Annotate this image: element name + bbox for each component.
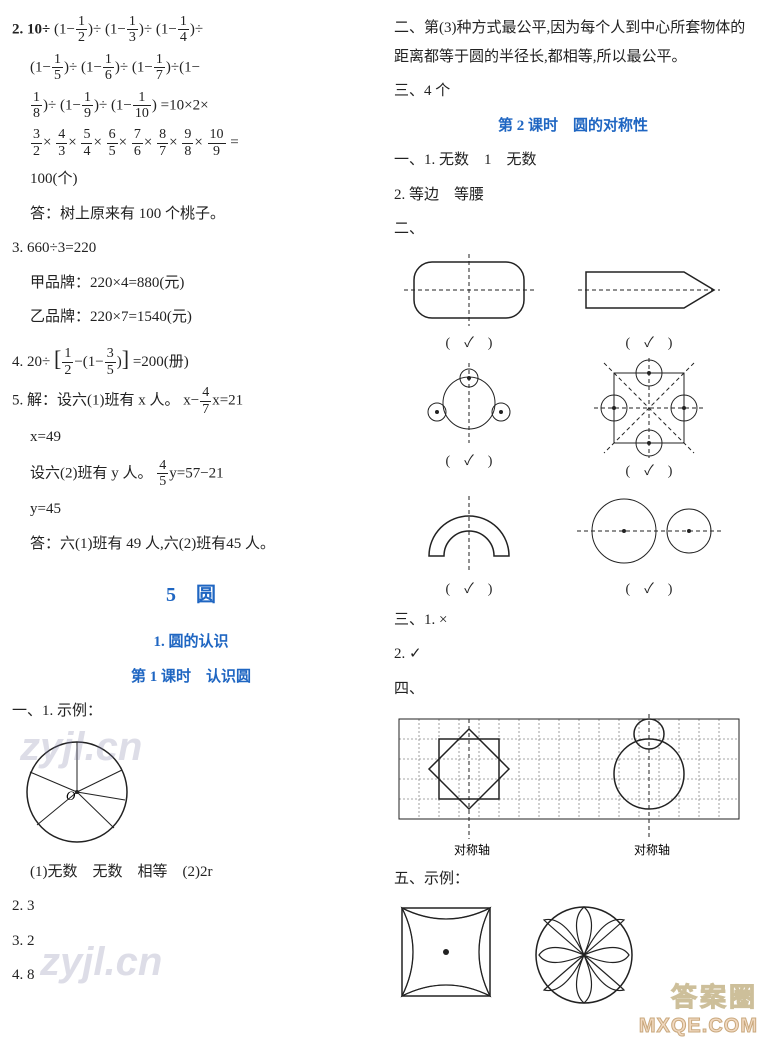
three-circles-figure: ( ✓ ) [394, 358, 544, 480]
s1-4: 4. 8 [12, 961, 370, 990]
axis-label-2: 对称轴 [634, 842, 670, 857]
sec1-title: 1. 圆的认识 [12, 628, 370, 657]
two-circles-figure: ( ✓ ) [574, 486, 724, 598]
right-column: 二、第(3)种方式最公平,因为每个人到中心所套物体的距离都等于圆的半径长,都相等… [382, 0, 764, 1044]
circle-radii-figure: O [12, 732, 370, 852]
q2-line1: 2. 10÷ (1−12)÷ (1−13)÷ (1−14)÷ [12, 14, 370, 46]
watermark-mxqe: MXQE.COM [639, 1015, 758, 1038]
svg-text:O: O [66, 788, 76, 803]
r-san1: 三、1. × [394, 606, 752, 635]
q2-line4: 32× 43× 54× 65× 76× 87× 98× 109 = [12, 127, 370, 159]
r-si: 四、 [394, 675, 752, 704]
r-er-label: 二、 [394, 215, 752, 244]
r2: 2. 等边 等腰 [394, 181, 752, 210]
q3-b: 乙品牌：220×7=1540(元) [12, 303, 370, 332]
arch-figure: ( ✓ ) [394, 486, 544, 598]
grid-figure: 对称轴 对称轴 [394, 709, 752, 859]
four-circles-figure: ( ✓ ) [574, 358, 724, 480]
unit-title: 5 圆 [12, 576, 370, 614]
square-petal-figure [394, 900, 499, 1010]
q5-answer: 答：六(1)班有 49 人,六(2)班有45 人。 [12, 530, 370, 559]
arrow-figure: ( ✓ ) [574, 250, 724, 352]
watermark-answer: 答案圈 [671, 977, 758, 1014]
q2-line3: 18)÷ (1−19)÷ (1−110) =10×2× [12, 90, 370, 122]
q3-line1: 3. 660÷3=220 [12, 234, 370, 263]
r-san: 三、4 个 [394, 77, 752, 106]
left-column: 2. 10÷ (1−12)÷ (1−13)÷ (1−14)÷ (1−15)÷ (… [0, 0, 382, 1044]
rounded-rect-figure: ( ✓ ) [394, 250, 544, 352]
q5-line2: 设六(2)班有 y 人。 45y=57−21 [12, 458, 370, 490]
flower-figure [529, 900, 639, 1010]
s1-1: 一、1. 示例： [12, 697, 370, 726]
symmetry-row-1: ( ✓ ) ( ✓ ) [394, 250, 752, 352]
q5-x: x=49 [12, 423, 370, 452]
r-wu: 五、示例： [394, 865, 752, 894]
sec1-sub: 第 1 课时 认识圆 [12, 663, 370, 692]
s1-3: 3. 2 [12, 927, 370, 956]
sec2-title: 第 2 课时 圆的对称性 [394, 112, 752, 141]
symmetry-row-3: ( ✓ ) ( ✓ ) [394, 486, 752, 598]
q4: 4. 20÷ [12−(1−35)] =200(册) [12, 338, 370, 380]
q2-line2: (1−15)÷ (1−16)÷ (1−17)÷(1− [12, 52, 370, 84]
q3-a: 甲品牌：220×4=880(元) [12, 269, 370, 298]
q5-line1: 5. 解：设六(1)班有 x 人。 x−47x=21 [12, 385, 370, 417]
q2-answer: 答：树上原来有 100 个桃子。 [12, 200, 370, 229]
s1-1-sub: (1)无数 无数 相等 (2)2r [12, 858, 370, 887]
s1-2: 2. 3 [12, 892, 370, 921]
r-san2: 2. ✓ [394, 640, 752, 669]
r-er-paragraph: 二、第(3)种方式最公平,因为每个人到中心所套物体的距离都等于圆的半径长,都相等… [394, 14, 752, 71]
q5-y: y=45 [12, 495, 370, 524]
symmetry-row-2: ( ✓ ) ( ✓ ) [394, 358, 752, 480]
axis-label-1: 对称轴 [454, 842, 490, 857]
q2-result: 100(个) [12, 165, 370, 194]
r1: 一、1. 无数 1 无数 [394, 146, 752, 175]
